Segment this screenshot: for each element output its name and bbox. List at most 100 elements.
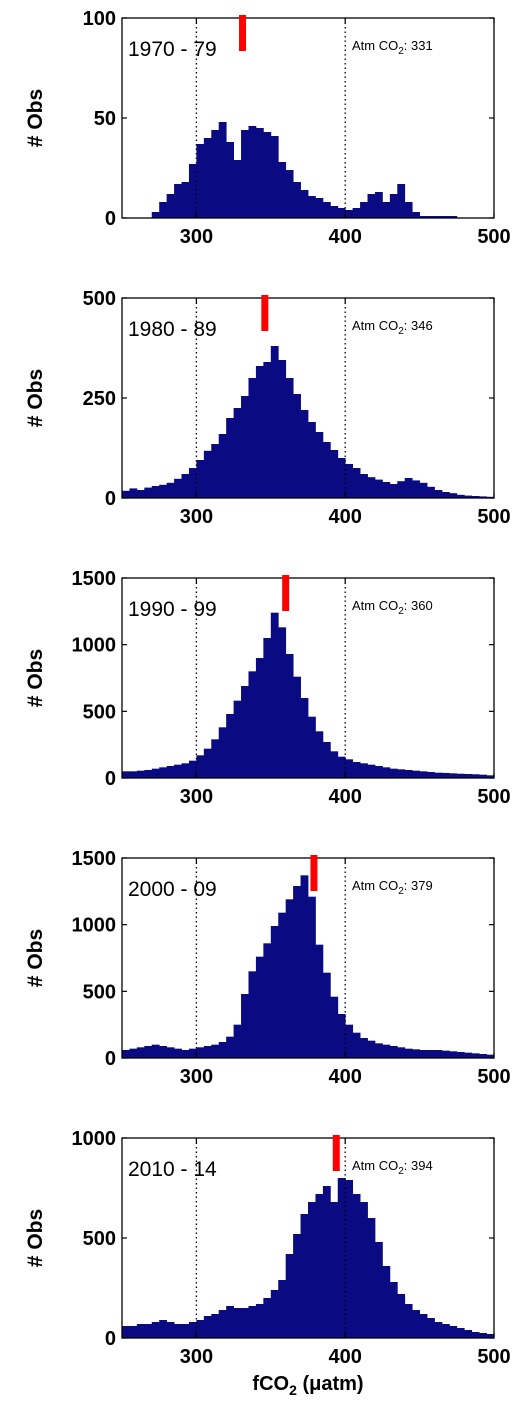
histogram-bar — [345, 210, 354, 218]
x-tick-label: 400 — [329, 1346, 362, 1368]
histogram-panel-1: 300 400 500 0 50 100 # Obs 1970 - 79 Atm CO2: 33… — [24, 8, 511, 248]
histogram-bar — [479, 1054, 487, 1058]
histogram-bar — [427, 1050, 435, 1058]
histogram-bar — [166, 1047, 175, 1058]
histogram-bar — [389, 768, 398, 778]
histogram-bar — [337, 458, 346, 498]
y-tick-label: 0 — [105, 488, 116, 510]
histogram-bar — [360, 202, 368, 218]
histogram-bar — [278, 162, 287, 218]
histogram-bar — [397, 769, 406, 778]
histogram-bar — [456, 494, 465, 498]
histogram-bar — [151, 1322, 160, 1338]
histogram-bar — [367, 194, 376, 218]
atm-co2-marker — [310, 855, 318, 891]
histogram-bar — [449, 773, 458, 778]
histogram-bar — [486, 1334, 495, 1338]
histogram-bar — [308, 422, 316, 498]
histogram-bar — [397, 1294, 406, 1338]
period-label: 2000 - 09 — [128, 878, 217, 901]
histogram-bar — [456, 1328, 465, 1338]
histogram-bar — [479, 774, 487, 778]
histogram-bar — [404, 770, 413, 778]
histogram-bar — [136, 1047, 145, 1058]
histogram-bar — [255, 128, 264, 218]
histogram-bar — [255, 658, 264, 778]
histogram-bar — [181, 182, 190, 218]
histogram-bar — [278, 1280, 287, 1338]
histogram-bar — [255, 956, 264, 1058]
histogram-bar — [382, 482, 391, 498]
histogram-bar — [322, 202, 331, 218]
histogram-bar — [360, 1202, 368, 1338]
histogram-bar — [449, 1326, 458, 1338]
histogram-bar — [285, 899, 294, 1058]
histogram-bar — [174, 478, 182, 498]
histogram-bar — [308, 896, 316, 1058]
y-tick-label: 100 — [83, 8, 116, 30]
histogram-bar — [211, 1314, 220, 1338]
histogram-bar — [330, 206, 339, 218]
histogram-bar — [188, 760, 197, 778]
histogram-bar — [352, 208, 361, 218]
histogram-bar — [263, 638, 272, 778]
histogram-bar — [263, 362, 272, 498]
histogram-bar — [218, 727, 227, 778]
histogram-bar — [412, 212, 420, 218]
histogram-bar — [151, 486, 160, 498]
atm-co2-label: Atm CO2: 360 — [352, 598, 433, 617]
histogram-bar — [374, 479, 383, 498]
histogram-bar — [263, 943, 272, 1058]
x-tick-label: 300 — [180, 226, 213, 248]
histogram-bar — [352, 1032, 361, 1058]
histogram-bar — [441, 772, 450, 778]
histogram-bar — [300, 875, 309, 1058]
histogram-bar — [144, 1324, 153, 1338]
histogram-bar — [449, 493, 458, 498]
histogram-bar — [471, 1332, 480, 1338]
histogram-bar — [270, 926, 279, 1058]
histogram-bar — [151, 768, 160, 778]
histogram-bar — [293, 182, 301, 218]
histogram-bar — [464, 495, 473, 498]
atm-co2-marker — [239, 15, 247, 51]
histogram-bar — [211, 444, 220, 498]
histogram-bar — [122, 1326, 130, 1338]
histogram-bar — [181, 474, 190, 498]
histogram-bar — [315, 1194, 324, 1338]
x-tick-label: 500 — [477, 506, 510, 528]
histogram-bar — [427, 772, 435, 778]
histogram-bar — [360, 763, 368, 778]
histogram-bar — [218, 1310, 227, 1338]
y-tick-label: 0 — [105, 1328, 116, 1350]
histogram-bar — [412, 770, 420, 778]
histogram-bar — [293, 394, 301, 498]
histogram-bar — [315, 944, 324, 1058]
histogram-bar — [203, 450, 212, 498]
histogram-bar — [122, 1050, 130, 1058]
histogram-bar — [218, 1042, 227, 1058]
y-tick-label: 1000 — [72, 915, 117, 937]
histogram-bar — [330, 996, 339, 1058]
histogram-bar — [345, 1180, 354, 1338]
histogram-bar — [159, 1320, 168, 1338]
histogram-bar — [188, 1322, 197, 1338]
histogram-panel-5: 300 400 500 0 500 1000 # Obs 2010 - 14 Atm CO2: … — [24, 1128, 511, 1398]
histogram-bar — [404, 478, 413, 498]
histogram-bar — [129, 1326, 138, 1338]
x-tick-label: 400 — [329, 786, 362, 808]
histogram-bar — [367, 477, 376, 498]
x-tick-label: 500 — [477, 786, 510, 808]
histogram-bar — [345, 464, 354, 498]
histogram-bar — [367, 764, 376, 778]
histogram-bar — [345, 759, 354, 778]
histogram-bar — [315, 731, 324, 778]
histogram-bar — [382, 767, 391, 778]
histogram-bar — [374, 192, 383, 218]
x-tick-label: 400 — [329, 226, 362, 248]
histogram-bar — [471, 1053, 480, 1058]
histogram-bar — [285, 654, 294, 778]
histogram-bar — [136, 490, 145, 498]
histogram-bar — [293, 676, 301, 778]
